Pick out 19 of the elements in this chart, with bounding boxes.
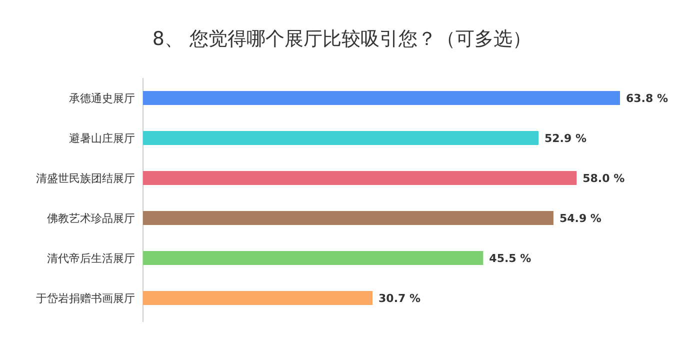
bar [143, 251, 484, 265]
y-tick-label: 承德通史展厅 [69, 92, 135, 105]
y-tick-label: 清盛世民族团结展厅 [36, 172, 135, 185]
data-label: 63.8 % [626, 92, 668, 105]
bar [143, 171, 577, 185]
bar [143, 291, 373, 305]
data-label: 45.5 % [489, 252, 532, 265]
bar [143, 91, 620, 105]
data-label: 54.9 % [559, 212, 602, 225]
data-label: 30.7 % [378, 292, 421, 305]
bar [143, 131, 539, 145]
y-tick-label: 于岱岩捐赠书画展厅 [36, 292, 135, 305]
chart-title: 8、 您觉得哪个展厅比较吸引您？（可多选） [152, 28, 532, 50]
y-tick-label: 佛教艺术珍品展厅 [47, 212, 135, 225]
y-tick-label: 清代帝后生活展厅 [47, 252, 135, 265]
y-tick-label: 避暑山庄展厅 [69, 132, 135, 145]
data-label: 52.9 % [544, 132, 587, 145]
bar [143, 211, 554, 225]
data-label: 58.0 % [582, 172, 625, 185]
